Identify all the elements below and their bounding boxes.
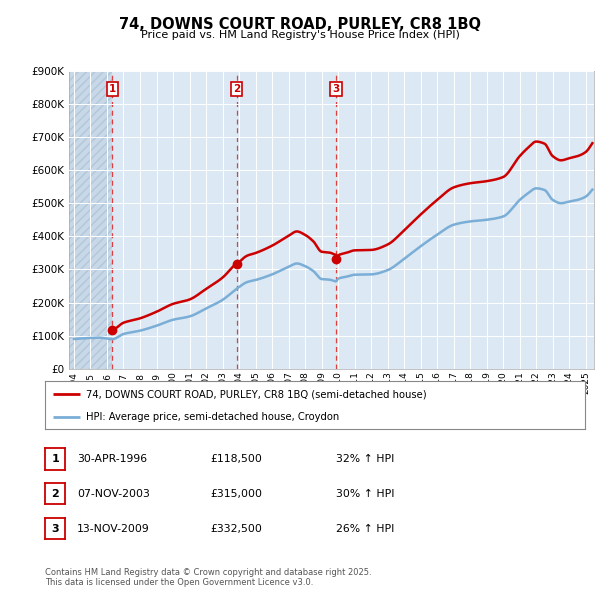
Text: 2: 2 (52, 489, 59, 499)
Text: 13-NOV-2009: 13-NOV-2009 (77, 524, 149, 533)
Text: 07-NOV-2003: 07-NOV-2003 (77, 489, 149, 499)
Text: 74, DOWNS COURT ROAD, PURLEY, CR8 1BQ: 74, DOWNS COURT ROAD, PURLEY, CR8 1BQ (119, 17, 481, 31)
Text: 3: 3 (332, 84, 340, 94)
Text: HPI: Average price, semi-detached house, Croydon: HPI: Average price, semi-detached house,… (86, 412, 339, 422)
Text: 1: 1 (52, 454, 59, 464)
Text: Price paid vs. HM Land Registry's House Price Index (HPI): Price paid vs. HM Land Registry's House … (140, 30, 460, 40)
Bar (69, 71, 112, 369)
Text: £332,500: £332,500 (210, 524, 262, 533)
Text: 30% ↑ HPI: 30% ↑ HPI (336, 489, 395, 499)
Text: 3: 3 (52, 524, 59, 533)
Text: £118,500: £118,500 (210, 454, 262, 464)
Text: 30-APR-1996: 30-APR-1996 (77, 454, 147, 464)
Text: Contains HM Land Registry data © Crown copyright and database right 2025.
This d: Contains HM Land Registry data © Crown c… (45, 568, 371, 587)
Text: 26% ↑ HPI: 26% ↑ HPI (336, 524, 394, 533)
Text: 1: 1 (109, 84, 116, 94)
Text: £315,000: £315,000 (210, 489, 262, 499)
Bar (69, 71, 112, 369)
Text: 32% ↑ HPI: 32% ↑ HPI (336, 454, 394, 464)
Text: 74, DOWNS COURT ROAD, PURLEY, CR8 1BQ (semi-detached house): 74, DOWNS COURT ROAD, PURLEY, CR8 1BQ (s… (86, 389, 426, 399)
Text: 2: 2 (233, 84, 240, 94)
